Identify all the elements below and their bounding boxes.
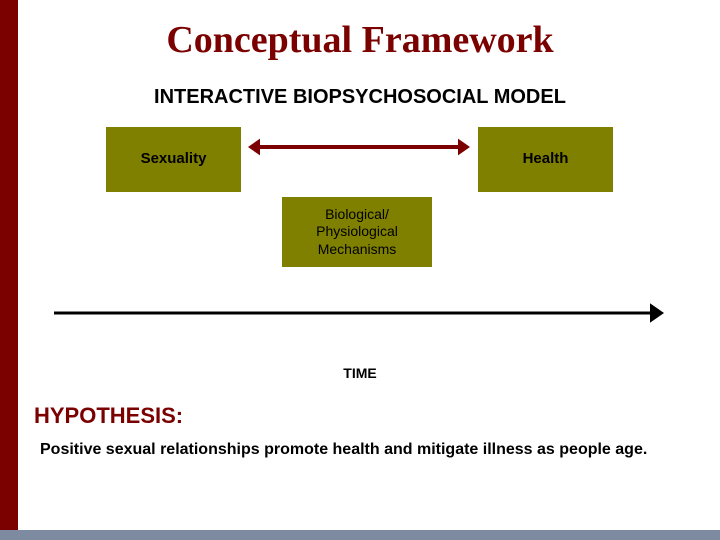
- hypothesis-heading: HYPOTHESIS:: [34, 403, 720, 429]
- page-title: Conceptual Framework: [0, 0, 720, 62]
- node-sexuality: Sexuality: [106, 127, 241, 192]
- timeline-label: TIME: [0, 365, 720, 381]
- hypothesis-text: Positive sexual relationships promote he…: [40, 439, 680, 461]
- node-bio: Biological/PhysiologicalMechanisms: [282, 197, 432, 267]
- node-health: Health: [478, 127, 613, 192]
- diagram-subtitle: INTERACTIVE BIOPSYCHOSOCIAL MODEL: [0, 86, 720, 109]
- bottom-accent-bar: [0, 530, 720, 540]
- model-diagram: Sexuality Health Biological/PhysiologicalM…: [0, 127, 720, 357]
